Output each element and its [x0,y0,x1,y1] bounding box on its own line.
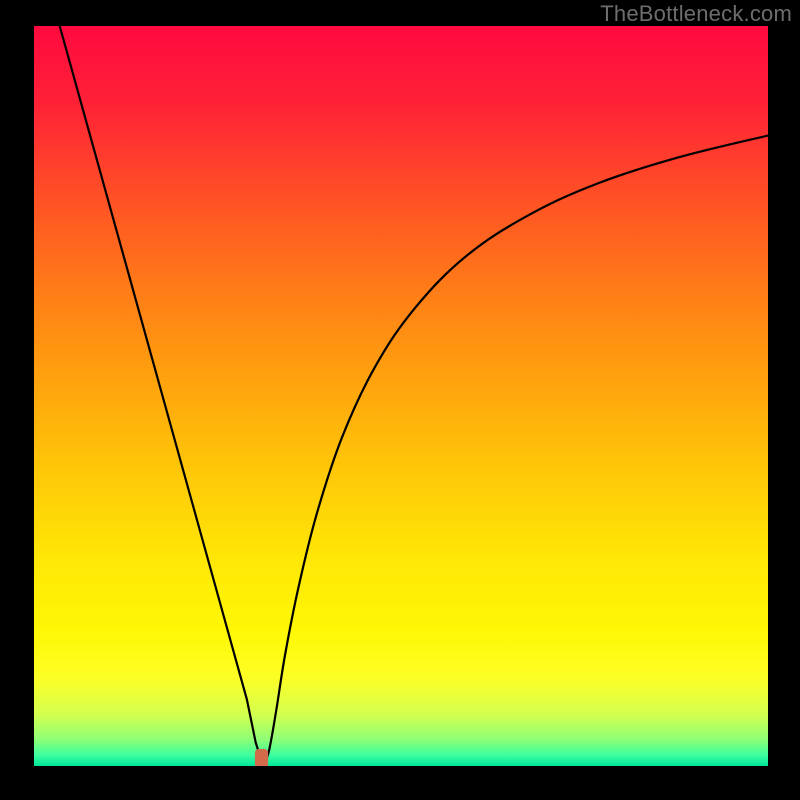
gradient-background [34,26,768,766]
plot-area [34,26,768,766]
chart-frame: TheBottleneck.com [0,0,800,800]
watermark-text: TheBottleneck.com [600,1,792,27]
vertex-marker [255,749,268,766]
bottleneck-chart [34,26,768,766]
